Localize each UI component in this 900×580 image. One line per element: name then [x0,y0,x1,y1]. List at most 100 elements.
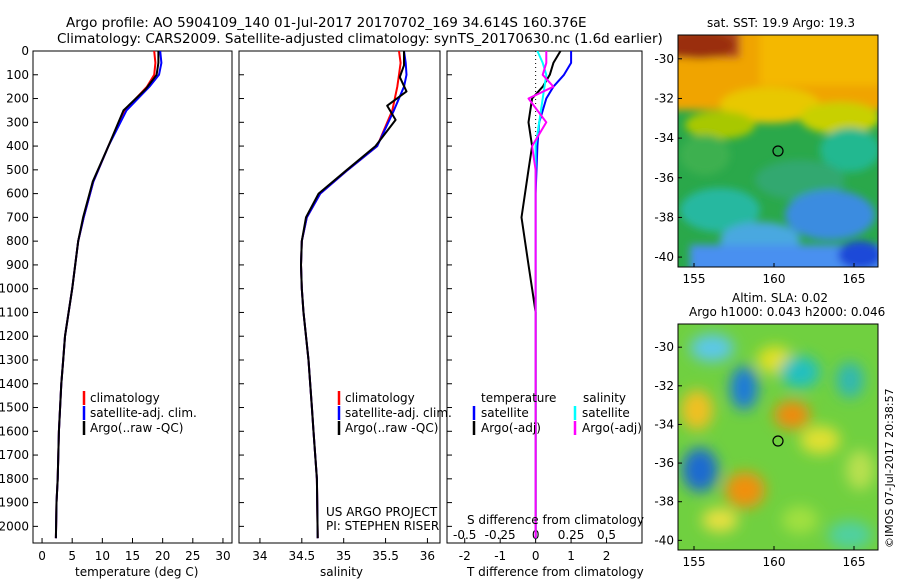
x-tick-label: -2 [459,549,471,563]
s-tick-label: -0.5 [453,528,476,542]
x-tick-label: 15 [125,549,140,563]
map-y-tick-label: -34 [654,131,674,145]
pressure-tick-label: 500 [6,163,29,177]
pressure-tick-label: 300 [6,115,29,129]
x-tick-label: 2 [603,549,611,563]
series-line-argo-raw-qc [300,51,408,539]
series-group [54,51,163,539]
legend-label-s-argo: Argo(-adj) [582,421,642,435]
pressure-tick-label: 1200 [0,329,29,343]
map-x-tick-label: 155 [683,555,706,569]
x-tick-label: 20 [155,549,170,563]
legend-label-t-argo: Argo(-adj) [481,421,541,435]
legend-label-satellite: satellite-adj. clim. [90,406,197,420]
pressure-tick-label: 900 [6,258,29,272]
salinity-axes [238,50,441,544]
sla-map-subtitle: Argo h1000: 0.043 h2000: 0.046 [689,305,885,319]
legend-label-climatology: climatology [90,391,160,405]
x-tick-label: 34.5 [288,549,315,563]
pressure-tick-label: 0 [21,44,29,58]
pressure-tick-label: 1000 [0,282,29,296]
project-note-line-1: US ARGO PROJECT [326,505,438,519]
sst-map-image [678,35,878,267]
s-difference-axis-label: S difference from climatology [467,513,644,527]
series-line-argo-raw-qc [54,51,160,539]
header-line-1: Argo profile: AO 5904109_140 01-Jul-2017… [66,15,587,31]
map-x-tick-label: 165 [843,555,866,569]
sla-map-image [678,324,878,550]
map-x-tick-label: 160 [763,272,786,286]
map-x-tick-label: 165 [843,272,866,286]
x-tick-label: 36 [420,549,435,563]
map-x-tick-label: 155 [683,272,706,286]
x-tick-label: -1 [494,549,506,563]
sst-map-frame [677,34,879,268]
legend-title-salinity: salinity [583,391,626,405]
x-tick-label: 5 [68,549,76,563]
map-y-tick-label: -36 [654,456,674,470]
salinity-axis-label: salinity [320,565,363,579]
pressure-tick-label: 1800 [0,472,29,486]
temperature-axis-label: temperature (deg C) [75,565,198,579]
map-y-tick-label: -30 [654,340,674,354]
pressure-tick-label: 800 [6,234,29,248]
legend-label-climatology: climatology [345,391,415,405]
x-tick-label: 0 [532,549,540,563]
pressure-tick-label: 1700 [0,448,29,462]
s-tick-label: 0.5 [597,528,616,542]
map-y-tick-label: -40 [654,533,674,547]
project-note-line-2: PI: STEPHEN RISER [326,519,439,533]
legend-label-argo: Argo(..raw -QC) [345,421,438,435]
map-y-tick-label: -38 [654,495,674,509]
pressure-tick-label: 100 [6,68,29,82]
pressure-tick-label: 1600 [0,424,29,438]
map-y-tick-label: -34 [654,417,674,431]
legend-label-argo: Argo(..raw -QC) [90,421,183,435]
map-y-tick-label: -40 [654,250,674,264]
credit-text: ©IMOS 07-Jul-2017 20:38:57 [883,388,896,548]
series-line-t-argo-adj [520,51,562,539]
pressure-tick-label: 2000 [0,519,29,533]
map-y-tick-label: -32 [654,91,674,105]
pressure-tick-label: 1500 [0,401,29,415]
pressure-tick-label: 1100 [0,305,29,319]
legend-label-s-satellite: satellite [582,406,630,420]
pressure-tick-label: 1900 [0,496,29,510]
difference-axes [446,50,643,544]
map-y-tick-label: -36 [654,171,674,185]
sst-map-title: sat. SST: 19.9 Argo: 19.3 [707,16,855,30]
x-tick-label: 25 [185,549,200,563]
pressure-tick-label: 1400 [0,377,29,391]
pressure-tick-label: 400 [6,139,29,153]
temperature-axes [32,50,233,544]
sst-argo-marker [772,145,784,157]
salinity-legend: climatology satellite-adj. clim. Argo(..… [337,391,452,435]
pressure-tick-label: 700 [6,210,29,224]
pressure-tick-label: 600 [6,187,29,201]
pressure-tick-label: 1300 [0,353,29,367]
map-y-tick-label: -32 [654,379,674,393]
difference-legend: temperature satellite Argo(-adj) salinit… [472,391,642,435]
sla-map-frame [677,323,879,551]
x-tick-label: 0 [38,549,46,563]
legend-title-temperature: temperature [481,391,556,405]
x-tick-label: 35 [336,549,351,563]
x-tick-label: 35.5 [372,549,399,563]
sla-map-title: Altim. SLA: 0.02 [732,291,828,305]
t-difference-axis-label: T difference from climatology [466,565,644,579]
x-tick-label: 10 [95,549,110,563]
series-group [300,51,408,539]
map-x-tick-label: 160 [763,555,786,569]
sla-argo-marker [772,435,784,447]
header-line-2: Climatology: CARS2009. Satellite-adjuste… [57,31,663,47]
series-group [520,51,573,539]
series-line-s-argo-adj [527,51,555,539]
legend-label-satellite: satellite-adj. clim. [345,406,452,420]
s-tick-label: 0.25 [558,528,585,542]
map-y-tick-label: -38 [654,210,674,224]
temperature-legend: climatology satellite-adj. clim. Argo(..… [82,391,197,435]
x-tick-label: 30 [215,549,230,563]
x-tick-label: 34 [252,549,267,563]
series-line-t-satellite [534,51,573,539]
